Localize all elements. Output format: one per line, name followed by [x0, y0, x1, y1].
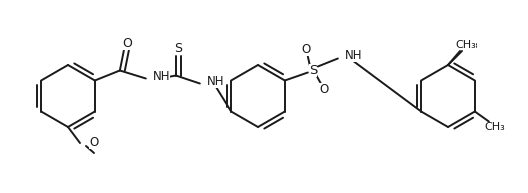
Text: CH₃: CH₃ — [485, 123, 505, 133]
Text: O: O — [301, 43, 310, 56]
Text: NH: NH — [153, 70, 171, 83]
Text: CH₃: CH₃ — [456, 40, 476, 50]
Text: O: O — [122, 37, 132, 50]
Text: S: S — [174, 42, 182, 55]
Text: S: S — [309, 64, 317, 77]
Text: O: O — [319, 83, 328, 96]
Text: CH₃: CH₃ — [458, 40, 478, 50]
Text: NH: NH — [207, 75, 224, 88]
Text: O: O — [89, 135, 99, 148]
Text: NH: NH — [345, 49, 362, 62]
